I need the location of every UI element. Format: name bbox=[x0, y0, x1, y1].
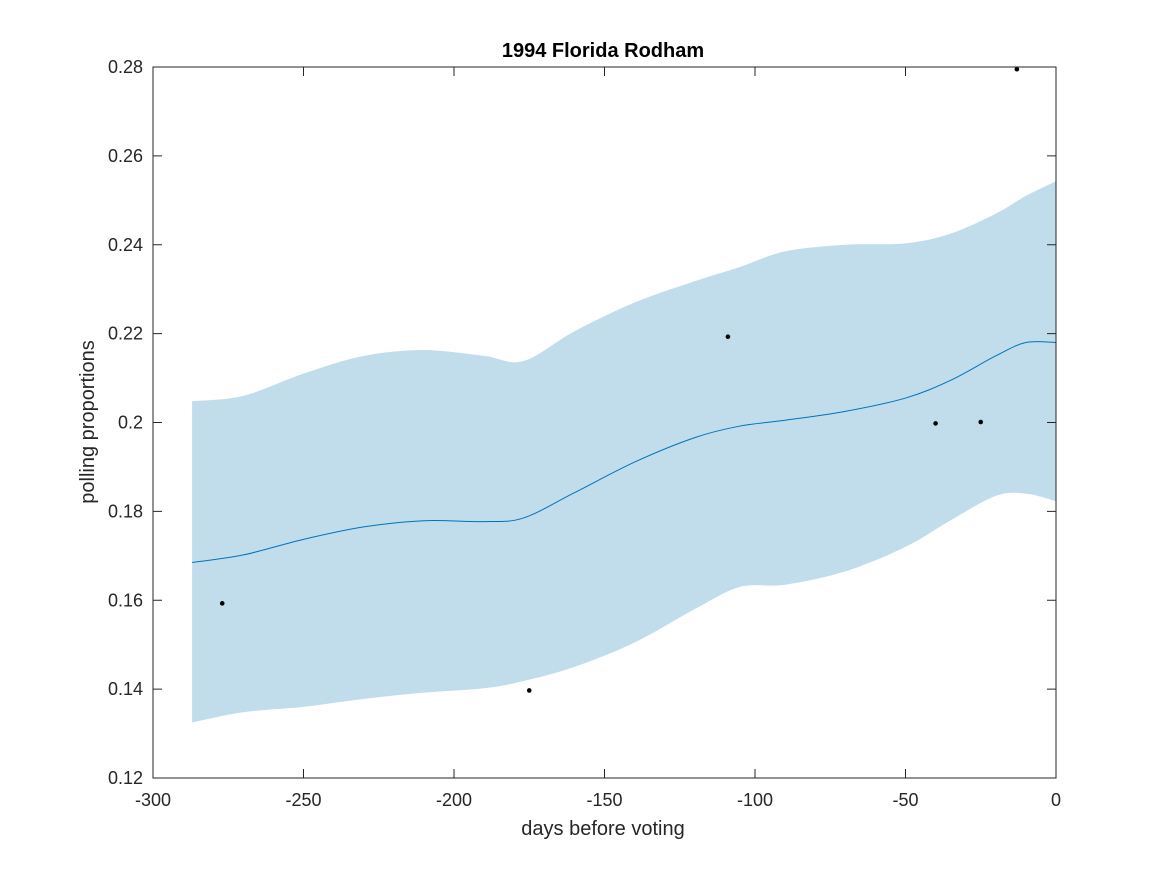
y-axis-label: polling proportions bbox=[77, 340, 99, 503]
chart-title: 1994 Florida Rodham bbox=[502, 40, 704, 62]
y-tick-label: 0.22 bbox=[108, 324, 143, 344]
poll-point bbox=[933, 421, 938, 426]
poll-point bbox=[725, 334, 731, 340]
poll-point bbox=[1014, 66, 1020, 72]
fit-line bbox=[192, 341, 1057, 563]
x-tick-label: 0 bbox=[1051, 790, 1061, 810]
poll-point bbox=[219, 601, 225, 606]
y-tick-label: 0.14 bbox=[108, 679, 143, 699]
poll-point bbox=[978, 419, 984, 425]
y-tick-label: 0.28 bbox=[108, 57, 143, 77]
x-tick-label: -250 bbox=[285, 790, 321, 810]
x-axis: -300 -250 -200 -150 -100 -50 0 bbox=[135, 67, 1061, 810]
x-tick-label: -150 bbox=[586, 790, 622, 810]
y-tick-label: 0.16 bbox=[108, 590, 143, 610]
poll-point bbox=[526, 688, 532, 693]
y-axis: 0.12 0.14 0.16 0.18 0.2 0.22 0.24 0.26 0.28 bbox=[108, 57, 1056, 788]
y-tick-label: 0.24 bbox=[108, 235, 143, 255]
y-tick-label: 0.12 bbox=[108, 768, 143, 788]
y-tick-label: 0.26 bbox=[108, 146, 143, 166]
x-tick-label: -100 bbox=[737, 790, 773, 810]
y-tick-label: 0.18 bbox=[108, 501, 143, 521]
x-axis-label: days before voting bbox=[521, 818, 684, 840]
poll-points bbox=[219, 66, 1020, 693]
x-tick-label: -200 bbox=[436, 790, 472, 810]
x-tick-label: -50 bbox=[892, 790, 918, 810]
x-tick-label: -300 bbox=[135, 790, 171, 810]
y-tick-label: 0.2 bbox=[118, 413, 143, 433]
confidence-band bbox=[192, 181, 1056, 723]
plot-area bbox=[192, 66, 1057, 723]
